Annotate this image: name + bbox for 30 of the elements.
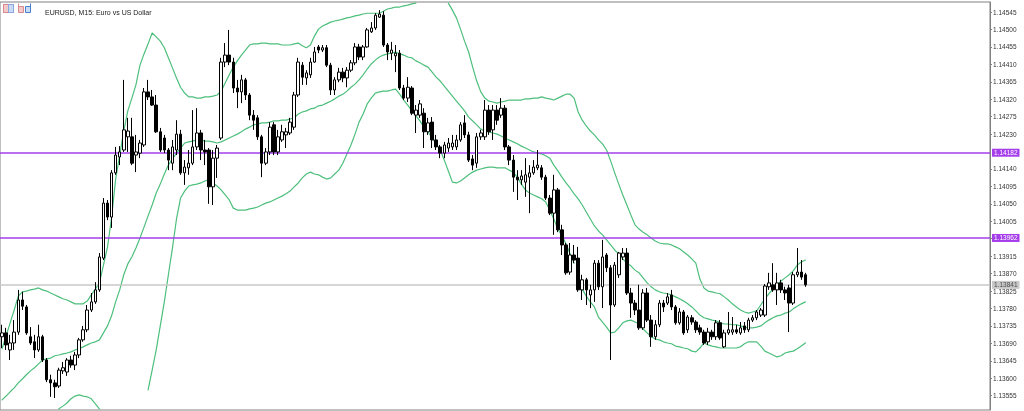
candlestick (451, 134, 454, 151)
candlestick (747, 317, 750, 333)
candlestick (317, 44, 320, 54)
candlestick (272, 121, 276, 156)
candlestick (491, 104, 495, 141)
candlestick (682, 309, 685, 336)
candlestick (211, 149, 215, 206)
candlestick (487, 104, 491, 136)
candlestick (357, 43, 361, 61)
candlestick (552, 174, 556, 236)
candlestick (743, 321, 746, 334)
candlestick (601, 239, 604, 309)
candlestick (731, 316, 734, 336)
candlestick (637, 284, 641, 331)
candlestick (568, 242, 572, 276)
candlestick (240, 74, 243, 104)
candlestick (706, 327, 710, 346)
candlestick (0, 324, 4, 349)
candlestick (714, 319, 718, 341)
candlestick (374, 12, 377, 31)
candlestick (430, 116, 434, 149)
candlestick (739, 321, 742, 336)
candlestick (483, 99, 487, 141)
candlestick (65, 357, 69, 377)
candlestick (641, 288, 645, 331)
line-series (1, 51, 806, 401)
candlestick (694, 319, 698, 334)
candlestick (702, 329, 706, 346)
candlestick (122, 79, 126, 153)
candlestick (341, 67, 345, 83)
